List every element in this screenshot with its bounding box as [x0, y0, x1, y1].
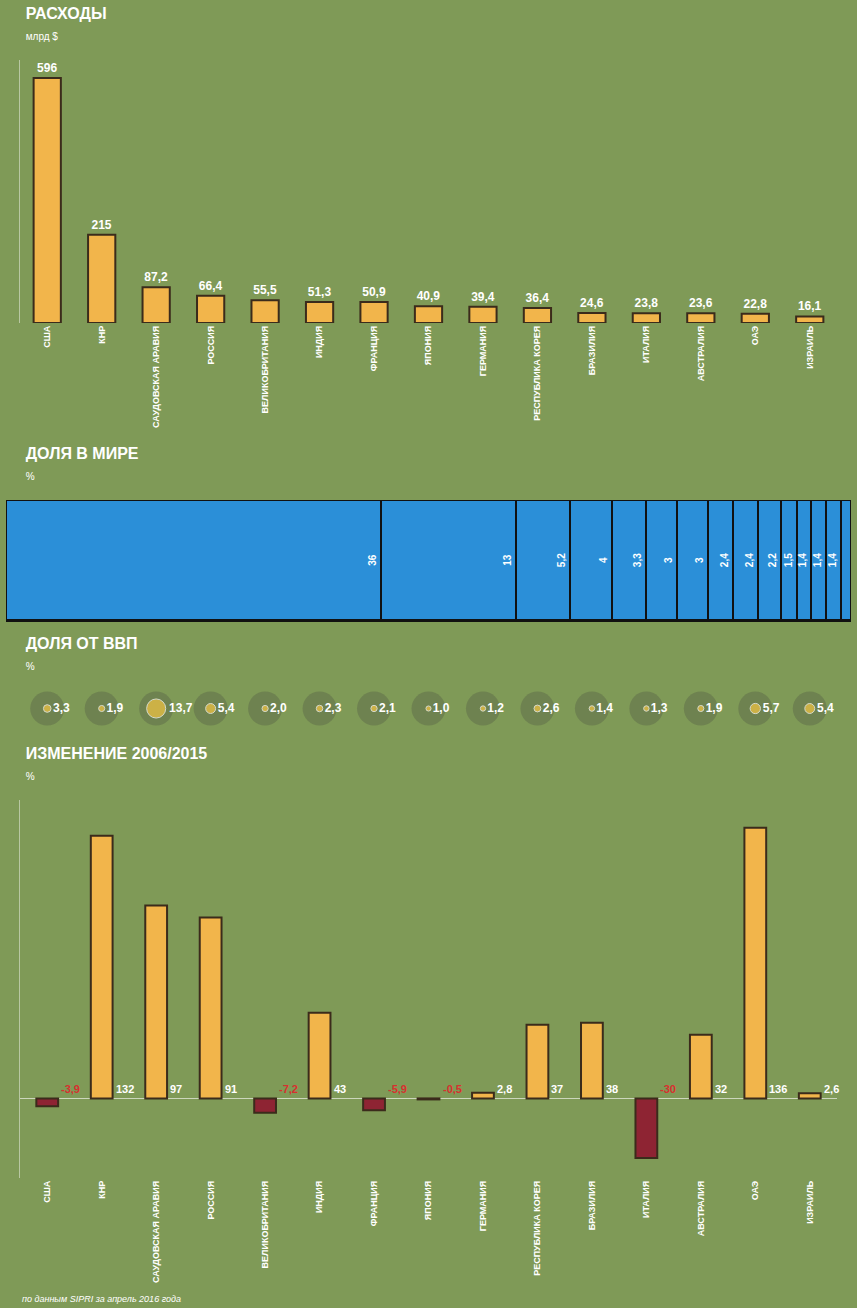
- svg-text:ВЕЛИКОБРИТАНИЯ: ВЕЛИКОБРИТАНИЯ: [260, 326, 270, 414]
- svg-text:-3,9: -3,9: [61, 1083, 80, 1095]
- svg-text:23,8: 23,8: [635, 296, 659, 310]
- svg-text:ИНДИЯ: ИНДИЯ: [314, 1181, 324, 1213]
- svg-text:5,2: 5,2: [556, 553, 567, 567]
- svg-text:БРАЗИЛИЯ: БРАЗИЛИЯ: [587, 326, 597, 376]
- svg-text:КНР: КНР: [97, 1181, 107, 1199]
- svg-text:2,4: 2,4: [719, 553, 730, 567]
- svg-text:3,3: 3,3: [53, 701, 70, 715]
- svg-text:132: 132: [116, 1083, 134, 1095]
- svg-text:ИЗРАИЛЬ: ИЗРАИЛЬ: [805, 1180, 815, 1224]
- svg-text:2,0: 2,0: [270, 701, 287, 715]
- svg-text:39,4: 39,4: [471, 290, 495, 304]
- svg-text:43: 43: [334, 1083, 346, 1095]
- svg-text:ИНДИЯ: ИНДИЯ: [314, 326, 324, 358]
- svg-text:2,6: 2,6: [543, 701, 560, 715]
- svg-text:РОССИЯ: РОССИЯ: [206, 326, 216, 365]
- svg-text:1,4: 1,4: [797, 553, 808, 567]
- svg-text:215: 215: [92, 218, 112, 232]
- svg-text:2,4: 2,4: [744, 553, 755, 567]
- svg-text:1,3: 1,3: [651, 701, 668, 715]
- svg-text:АВСТРАЛИЯ: АВСТРАЛИЯ: [696, 1181, 706, 1237]
- svg-text:ИТАЛИЯ: ИТАЛИЯ: [641, 1181, 651, 1218]
- svg-text:ЯПОНИЯ: ЯПОНИЯ: [423, 1181, 433, 1220]
- svg-text:ФРАНЦИЯ: ФРАНЦИЯ: [369, 326, 379, 371]
- svg-text:РОССИЯ: РОССИЯ: [206, 1181, 216, 1220]
- svg-text:36,4: 36,4: [526, 291, 550, 305]
- svg-text:САУДОВСКАЯ АРАВИЯ: САУДОВСКАЯ АРАВИЯ: [151, 1181, 161, 1283]
- svg-text:13: 13: [502, 554, 513, 566]
- svg-text:24,6: 24,6: [580, 296, 604, 310]
- svg-text:ОАЭ: ОАЭ: [750, 1180, 760, 1200]
- svg-text:-0,5: -0,5: [443, 1083, 462, 1095]
- svg-text:136: 136: [769, 1083, 787, 1095]
- svg-text:РЕСПУБЛИКА КОРЕЯ: РЕСПУБЛИКА КОРЕЯ: [532, 1181, 542, 1276]
- svg-text:САУДОВСКАЯ АРАВИЯ: САУДОВСКАЯ АРАВИЯ: [151, 326, 161, 428]
- svg-text:3: 3: [694, 557, 705, 563]
- svg-text:5,4: 5,4: [817, 701, 834, 715]
- svg-text:ДОЛЯ В МИРЕ%: ДОЛЯ В МИРЕ%: [26, 445, 139, 482]
- svg-text:ИТАЛИЯ: ИТАЛИЯ: [641, 326, 651, 363]
- svg-text:3: 3: [663, 557, 674, 563]
- svg-text:22,8: 22,8: [743, 297, 767, 311]
- svg-text:3,3: 3,3: [632, 553, 643, 567]
- svg-text:2,3: 2,3: [325, 701, 342, 715]
- svg-text:2,2: 2,2: [767, 553, 778, 567]
- svg-text:США: США: [42, 1180, 52, 1203]
- svg-text:66,4: 66,4: [199, 279, 223, 293]
- svg-text:ИЗМЕНЕНИЕ 2006/2015%: ИЗМЕНЕНИЕ 2006/2015%: [26, 745, 208, 782]
- svg-text:ИЗРАИЛЬ: ИЗРАИЛЬ: [805, 325, 815, 369]
- svg-text:США: США: [42, 325, 52, 348]
- svg-text:1,2: 1,2: [487, 701, 504, 715]
- svg-text:РАСХОДЫмлрд $: РАСХОДЫмлрд $: [26, 5, 107, 42]
- svg-text:КНР: КНР: [97, 326, 107, 344]
- svg-text:ФРАНЦИЯ: ФРАНЦИЯ: [369, 1181, 379, 1226]
- svg-text:23,6: 23,6: [689, 296, 713, 310]
- svg-text:БРАЗИЛИЯ: БРАЗИЛИЯ: [587, 1181, 597, 1231]
- svg-text:596: 596: [37, 61, 57, 75]
- svg-text:32: 32: [715, 1083, 727, 1095]
- svg-text:-30: -30: [660, 1083, 676, 1095]
- svg-text:91: 91: [225, 1083, 237, 1095]
- svg-text:16,1: 16,1: [798, 299, 822, 313]
- svg-text:38: 38: [606, 1083, 618, 1095]
- svg-text:2,1: 2,1: [379, 701, 396, 715]
- svg-text:1,4: 1,4: [827, 553, 838, 567]
- svg-text:51,3: 51,3: [308, 285, 332, 299]
- svg-text:ГЕРМАНИЯ: ГЕРМАНИЯ: [478, 1181, 488, 1231]
- svg-text:ДОЛЯ ОТ ВВП%: ДОЛЯ ОТ ВВП%: [26, 635, 138, 672]
- svg-text:1,4: 1,4: [596, 701, 613, 715]
- svg-text:по данным SIPRI за апрель 2016: по данным SIPRI за апрель 2016 года: [22, 1294, 181, 1304]
- svg-text:2,6: 2,6: [824, 1083, 839, 1095]
- svg-text:2,8: 2,8: [497, 1083, 512, 1095]
- svg-text:РЕСПУБЛИКА КОРЕЯ: РЕСПУБЛИКА КОРЕЯ: [532, 326, 542, 421]
- svg-text:1,9: 1,9: [107, 701, 124, 715]
- svg-text:36: 36: [367, 554, 378, 566]
- svg-text:97: 97: [170, 1083, 182, 1095]
- svg-text:1,4: 1,4: [812, 553, 823, 567]
- svg-text:ВЕЛИКОБРИТАНИЯ: ВЕЛИКОБРИТАНИЯ: [260, 1181, 270, 1269]
- svg-text:ОАЭ: ОАЭ: [750, 325, 760, 345]
- svg-text:87,2: 87,2: [144, 270, 168, 284]
- svg-text:13,7: 13,7: [169, 701, 193, 715]
- svg-text:5,4: 5,4: [218, 701, 235, 715]
- svg-text:ЯПОНИЯ: ЯПОНИЯ: [423, 326, 433, 365]
- svg-text:37: 37: [551, 1083, 563, 1095]
- svg-text:1,0: 1,0: [433, 701, 450, 715]
- svg-text:1,9: 1,9: [706, 701, 723, 715]
- svg-text:5,7: 5,7: [763, 701, 780, 715]
- svg-text:АВСТРАЛИЯ: АВСТРАЛИЯ: [696, 326, 706, 382]
- svg-text:ГЕРМАНИЯ: ГЕРМАНИЯ: [478, 326, 488, 376]
- svg-text:-5,9: -5,9: [388, 1083, 407, 1095]
- svg-text:4: 4: [598, 557, 609, 563]
- svg-text:50,9: 50,9: [362, 285, 386, 299]
- svg-text:40,9: 40,9: [417, 289, 441, 303]
- svg-text:-7,2: -7,2: [279, 1083, 298, 1095]
- svg-text:55,5: 55,5: [253, 283, 277, 297]
- svg-text:1,5: 1,5: [783, 553, 794, 567]
